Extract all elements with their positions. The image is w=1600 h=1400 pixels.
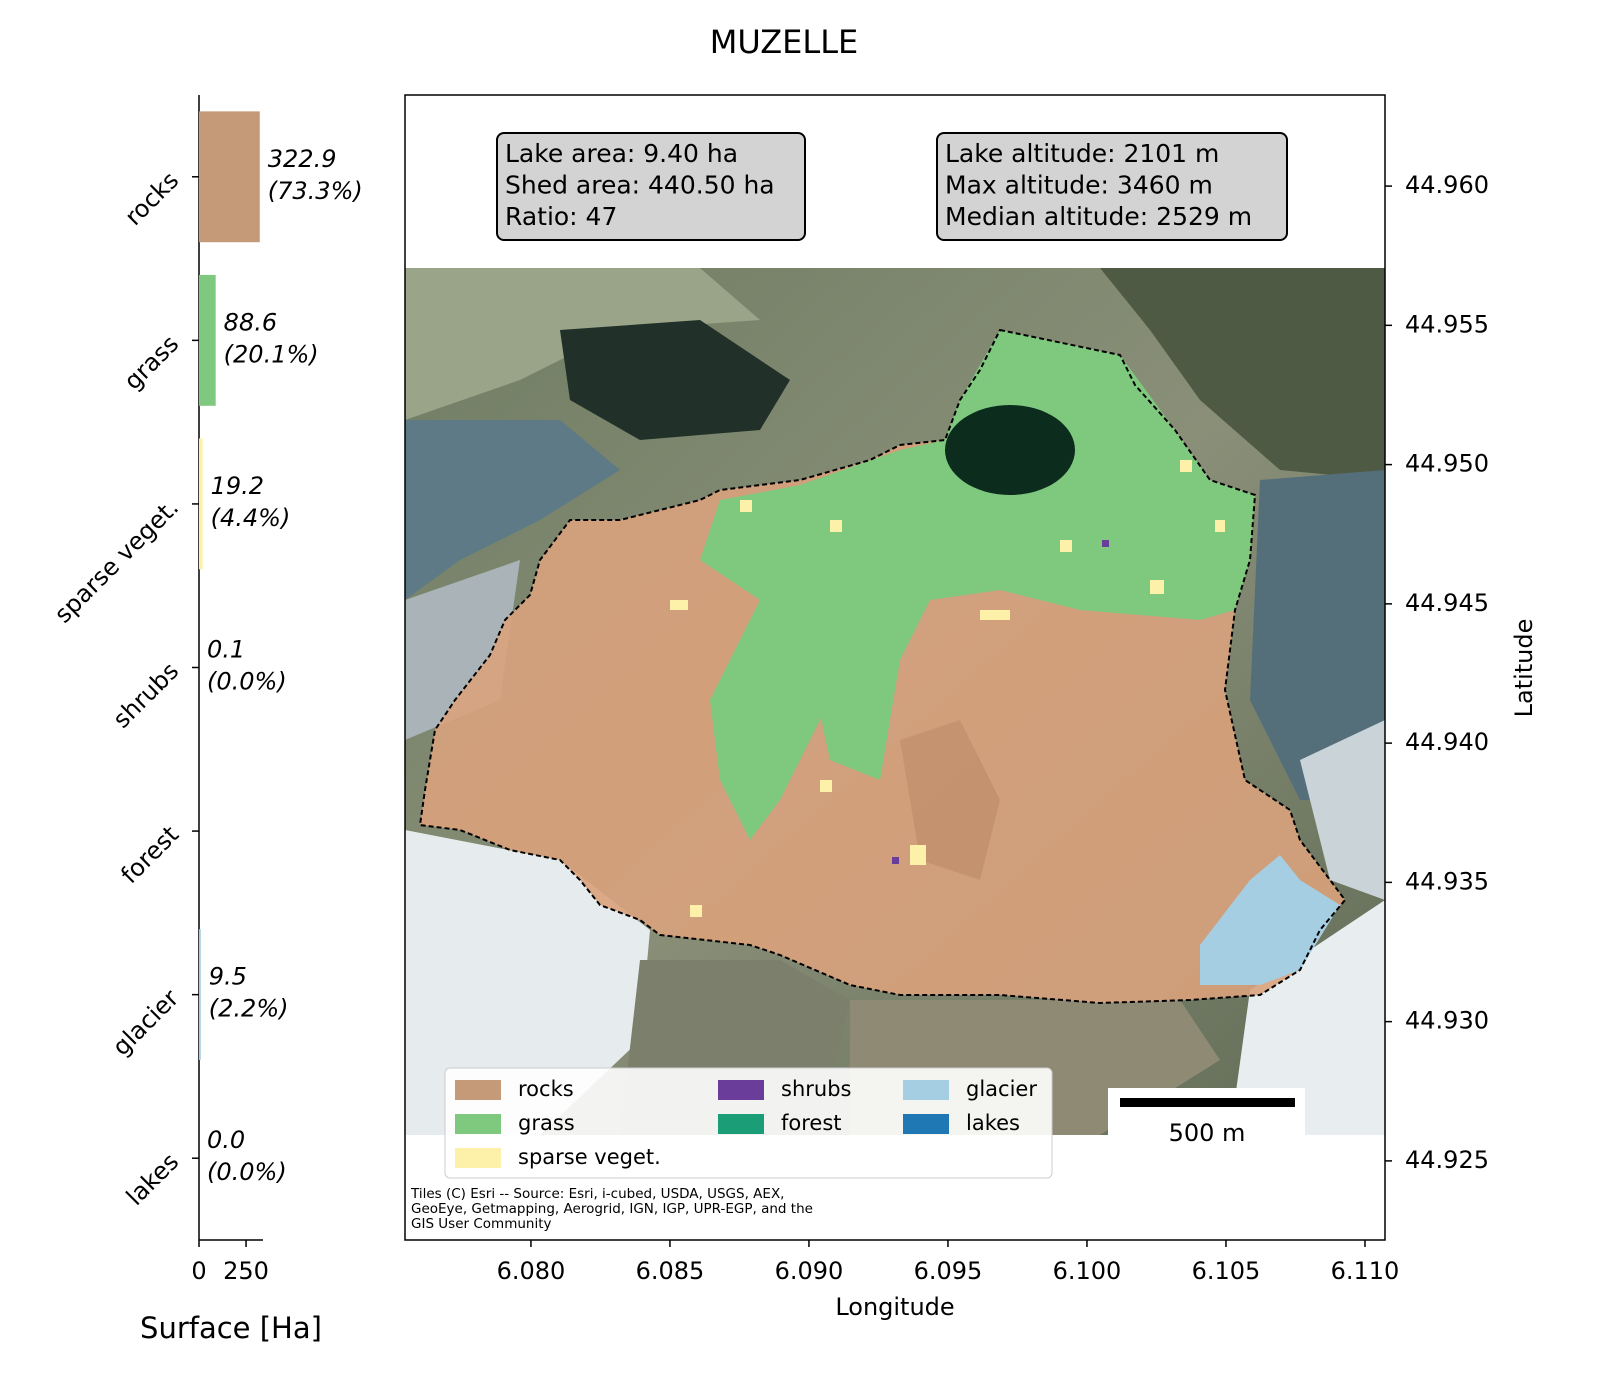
legend-label: shrubs: [781, 1077, 851, 1101]
legend-label: sparse veget.: [518, 1145, 661, 1169]
info-text: Max altitude: 3460 m: [945, 171, 1213, 200]
shadow-area: [900, 720, 1000, 880]
info-text: Median altitude: 2529 m: [945, 202, 1252, 231]
info-box: [496, 132, 806, 241]
bar: [199, 111, 260, 243]
legend-swatch: [455, 1148, 501, 1168]
x-tick-label: 6.095: [914, 1257, 983, 1285]
grass-area: [700, 330, 1255, 780]
glacier-area: [1200, 855, 1340, 985]
value-label: 88.6: [224, 308, 277, 336]
x-tick-label: 0: [191, 1257, 206, 1285]
percent-label: (4.4%): [211, 504, 291, 532]
info-box: [936, 132, 1288, 241]
scale-bar: [1120, 1098, 1295, 1107]
x-tick-label: 6.100: [1053, 1257, 1122, 1285]
info-text: Lake area: 9.40 ha: [505, 139, 738, 168]
percent-label: (2.2%): [209, 995, 289, 1023]
scale-bar-bg: [1108, 1088, 1305, 1135]
percent-label: (20.1%): [224, 340, 319, 368]
value-label: 322.9: [268, 145, 337, 173]
value-label: 9.5: [209, 963, 247, 991]
y-tick-label: 44.925: [1405, 1146, 1489, 1174]
value-label: 0.1: [207, 636, 245, 664]
y-axis-label: Latitude: [1510, 619, 1538, 718]
x-tick-label: 6.085: [636, 1257, 705, 1285]
percent-label: (0.0%): [207, 668, 287, 696]
legend-swatch: [718, 1114, 764, 1134]
landcover-overlay: [418, 328, 1347, 1005]
y-tick-label: shrubs: [107, 657, 184, 734]
legend-swatch: [455, 1114, 501, 1134]
y-tick-label: 44.955: [1405, 310, 1489, 338]
bar: [199, 274, 216, 406]
legend-swatch: [903, 1080, 949, 1100]
x-tick-label: 6.105: [1192, 1257, 1261, 1285]
attribution: Tiles (C) Esri -- Source: Esri, i-cubed,…: [410, 1186, 784, 1202]
y-tick-label: 44.950: [1405, 450, 1489, 478]
figure-title: MUZELLE: [710, 23, 858, 61]
value-label: 19.2: [211, 472, 264, 500]
attribution: GIS User Community: [411, 1216, 552, 1232]
legend-label: grass: [518, 1111, 575, 1135]
y-tick-label: sparse veget.: [49, 493, 184, 628]
info-text: Shed area: 440.50 ha: [505, 171, 775, 200]
satellite-tiles: [405, 268, 1385, 1135]
attribution: GeoEye, Getmapping, Aerogrid, IGN, IGP, …: [411, 1201, 813, 1217]
legend-label: rocks: [518, 1077, 574, 1101]
x-tick-label: 6.090: [775, 1257, 844, 1285]
info-text: Lake altitude: 2101 m: [945, 139, 1219, 168]
y-tick-label: lakes: [121, 1148, 184, 1211]
x-tick-label: 6.110: [1331, 1257, 1400, 1285]
y-tick-label: 44.935: [1405, 867, 1489, 895]
y-tick-label: 44.945: [1405, 589, 1489, 617]
bar: [199, 438, 203, 570]
y-tick-label: 44.940: [1405, 728, 1489, 756]
info-text: Ratio: 47: [505, 202, 617, 231]
y-tick-label: glacier: [107, 984, 184, 1061]
scale-bar-label: 500 m: [1169, 1119, 1246, 1147]
y-tick-label: 44.930: [1405, 1007, 1489, 1035]
y-tick-label: forest: [115, 820, 184, 889]
legend-swatch: [903, 1114, 949, 1134]
legend-label: lakes: [966, 1111, 1020, 1135]
percent-label: (0.0%): [207, 1158, 287, 1186]
x-axis-label: Surface [Ha]: [140, 1311, 322, 1345]
bar: [199, 929, 201, 1061]
legend-swatch: [718, 1080, 764, 1100]
y-tick-label: 44.960: [1405, 171, 1489, 199]
grass-area: [710, 600, 830, 840]
x-tick-label: 250: [223, 1257, 269, 1285]
legend-swatch: [455, 1080, 501, 1100]
lake: [945, 405, 1075, 495]
legend-label: forest: [781, 1111, 842, 1135]
value-label: 0.0: [207, 1126, 245, 1154]
y-tick-label: grass: [119, 330, 185, 396]
percent-label: (73.3%): [268, 177, 363, 205]
legend-label: glacier: [966, 1077, 1037, 1101]
map-frame: [404, 94, 1386, 1241]
x-tick-label: 6.080: [497, 1257, 566, 1285]
y-tick-label: rocks: [119, 166, 184, 231]
watershed-outline: [418, 328, 1347, 1005]
x-axis-label: Longitude: [835, 1293, 954, 1321]
